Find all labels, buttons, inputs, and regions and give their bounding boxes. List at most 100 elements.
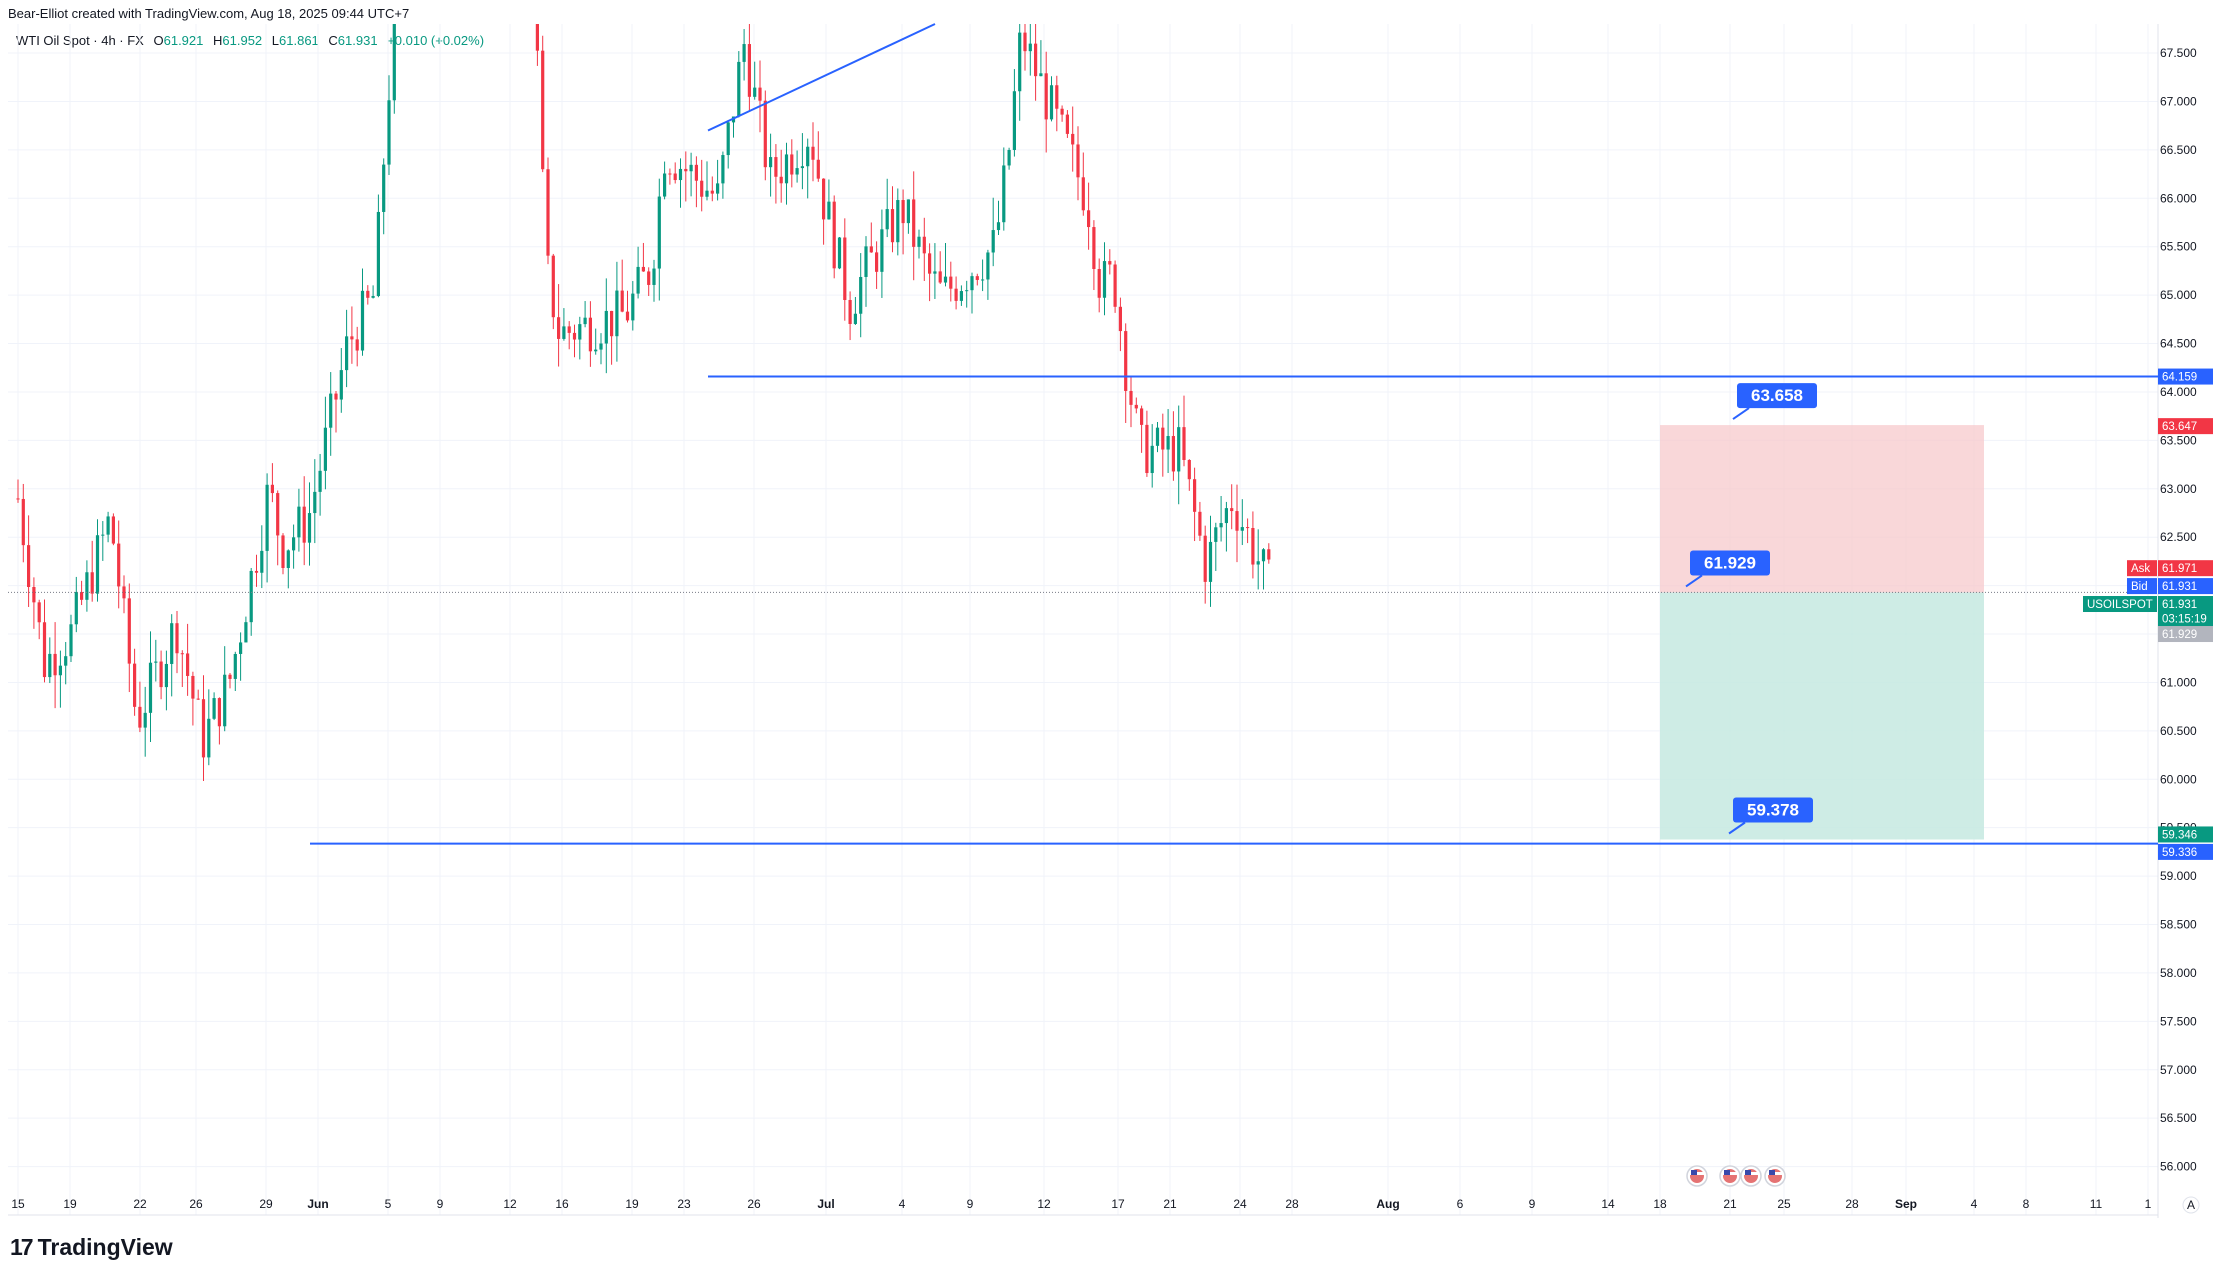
- time-tick-label: 22: [133, 1197, 147, 1211]
- candle-body: [260, 550, 264, 573]
- candle-body: [207, 718, 211, 758]
- flag-canton: [1724, 1170, 1730, 1175]
- candle-body: [138, 706, 142, 728]
- position-callouts[interactable]: 63.658 61.929 59.378: [1685, 383, 1817, 835]
- candle-body: [307, 513, 312, 543]
- economic-events[interactable]: [1686, 1165, 1786, 1187]
- trend-line[interactable]: [707, 23, 936, 132]
- drawn-lines[interactable]: [310, 23, 2158, 845]
- candle-body: [784, 154, 789, 184]
- time-tick-label: 29: [259, 1197, 273, 1211]
- take-profit-zone[interactable]: [1660, 592, 1984, 840]
- candle-body: [965, 290, 969, 292]
- time-axis[interactable]: 15 19 22 26 29 Jun 5 9 12 16 19 23 26 Jul 4 9 12 17 21 24 28…: [11, 1196, 2200, 1214]
- us-event-icon[interactable]: [1764, 1165, 1786, 1187]
- target-callout[interactable]: 59.378: [1728, 797, 1813, 835]
- price-tick-label: 66.000: [2160, 191, 2197, 205]
- candle-body: [1113, 264, 1117, 307]
- candle-body: [949, 276, 953, 289]
- target-callout-label: 59.378: [1747, 800, 1799, 819]
- us-event-icon[interactable]: [1740, 1165, 1762, 1187]
- candle-body: [265, 484, 269, 551]
- candle-body: [1028, 43, 1032, 52]
- candle-body: [721, 155, 725, 184]
- candle-body: [111, 516, 115, 544]
- candle-body: [901, 200, 905, 224]
- candle-body: [1193, 479, 1197, 512]
- candle-body: [355, 339, 359, 351]
- candle-body: [700, 180, 704, 197]
- candle-body: [1224, 508, 1228, 524]
- stop-price-tag: 63.647: [2162, 421, 2197, 433]
- us-event-icon[interactable]: [1686, 1165, 1708, 1187]
- auto-scale-button[interactable]: [2182, 1196, 2200, 1214]
- candle-body: [853, 313, 857, 324]
- candle-body: [345, 336, 349, 371]
- symbol-legend[interactable]: WTI Oil Spot · 4h · FX O61.921 H61.952 L…: [16, 33, 484, 48]
- low-label: L: [271, 33, 280, 48]
- entry-price-tag: 61.929: [2162, 629, 2197, 641]
- candle-body: [1240, 527, 1244, 531]
- last-price-tag-box: [2158, 596, 2213, 613]
- candle-body: [737, 61, 741, 117]
- tradingview-brand[interactable]: 17 TradingView: [10, 1234, 173, 1261]
- time-tick-label: 9: [1529, 1197, 1536, 1211]
- candle-body: [578, 324, 582, 340]
- price-tick-label: 66.500: [2160, 143, 2197, 157]
- candle-body: [610, 310, 614, 337]
- candle-body: [239, 642, 243, 654]
- candle-body: [806, 146, 810, 167]
- price-tick-label: 57.500: [2160, 1014, 2197, 1028]
- time-tick-label: 4: [1971, 1197, 1978, 1211]
- candle-body: [270, 484, 274, 494]
- candle-body: [318, 470, 322, 492]
- candle-body: [572, 332, 577, 340]
- change-value: +0.010 (+0.02%): [387, 33, 485, 48]
- candle-body: [32, 587, 36, 603]
- candle-body: [1208, 541, 1213, 582]
- candle-body: [938, 271, 942, 283]
- candle-body: [906, 199, 910, 224]
- candle-body: [890, 209, 895, 243]
- candle-body: [154, 661, 158, 663]
- candle-body: [991, 230, 995, 253]
- time-tick-label: 16: [555, 1197, 569, 1211]
- candle-body: [1023, 32, 1027, 52]
- ask-label-tag-box: [2127, 560, 2157, 577]
- candle-body: [27, 545, 31, 588]
- support-price-tag-box: [2158, 843, 2213, 860]
- candle-body: [329, 393, 333, 428]
- candle-body: [1087, 210, 1091, 228]
- candle-body: [350, 336, 354, 340]
- ask-price-tag: 61.971: [2162, 563, 2197, 575]
- candle-body: [1034, 43, 1038, 77]
- time-tick-label: Jul: [817, 1197, 834, 1211]
- us-event-icon[interactable]: [1719, 1165, 1741, 1187]
- price-tick-label: 59.000: [2160, 869, 2197, 883]
- price-tick-label: 64.000: [2160, 385, 2197, 399]
- time-tick-label: 12: [503, 1197, 517, 1211]
- stop-callout[interactable]: 63.658: [1732, 383, 1817, 420]
- candle-body: [1140, 408, 1144, 425]
- candle-body: [1182, 427, 1186, 460]
- time-tick-label: 28: [1845, 1197, 1859, 1211]
- candle-body: [811, 146, 815, 160]
- candle-body: [1219, 523, 1223, 528]
- candle-body: [281, 535, 285, 568]
- candle-body: [1187, 459, 1191, 480]
- candle-body: [837, 237, 842, 269]
- candle-body: [747, 44, 751, 97]
- symbol-name[interactable]: WTI Oil Spot · 4h · FX: [16, 33, 144, 48]
- candle-body: [1230, 508, 1234, 512]
- price-tick-label: 63.500: [2160, 433, 2197, 447]
- time-tick-label: 1: [2145, 1197, 2152, 1211]
- candle-body: [286, 550, 290, 568]
- candle-body: [922, 236, 926, 254]
- candle-body: [869, 246, 873, 253]
- price-tick-label: 58.500: [2160, 918, 2197, 932]
- candle-body: [80, 592, 84, 600]
- entry-callout[interactable]: 61.929: [1685, 550, 1770, 588]
- candle-body: [880, 229, 884, 272]
- candle-body: [816, 159, 820, 179]
